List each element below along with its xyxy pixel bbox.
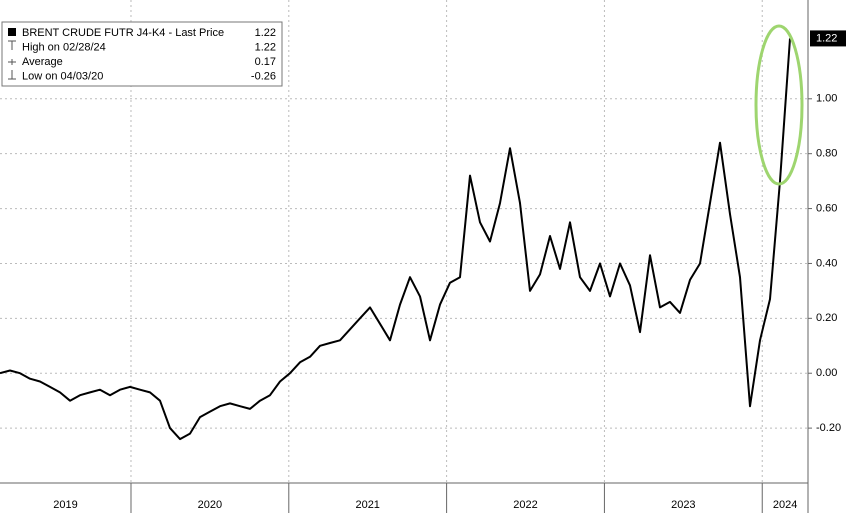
plot <box>0 38 791 441</box>
legend-icon <box>8 40 16 50</box>
x-tick-label: 2024 <box>773 499 797 511</box>
y-tick-label: -0.20 <box>816 422 841 434</box>
y-tick-label: 0.00 <box>816 367 837 379</box>
y-tick-label: 0.20 <box>816 312 837 324</box>
legend-value: 1.22 <box>255 27 276 39</box>
x-tick-label: 2023 <box>671 499 695 511</box>
legend-label: BRENT CRUDE FUTR J4-K4 - Last Price <box>22 27 224 39</box>
last-value-tag <box>810 30 846 47</box>
y-tick-label: 0.60 <box>816 202 837 214</box>
legend <box>1 21 283 87</box>
y-tick-label: 0.40 <box>816 257 837 269</box>
legend-label: High on 02/28/24 <box>22 41 106 53</box>
y-tick-label: 0.80 <box>816 148 837 160</box>
x-tick-label: 2020 <box>198 499 222 511</box>
x-tick-label: 2021 <box>355 499 379 511</box>
legend-label: Low on 04/03/20 <box>22 70 103 82</box>
legend-icon <box>8 70 16 80</box>
legend-label: Average <box>22 56 63 68</box>
y-tick-label: 1.00 <box>816 93 837 105</box>
last-value-label: 1.22 <box>816 32 837 44</box>
legend-value: 0.17 <box>255 56 276 68</box>
legend-box <box>1 21 283 87</box>
price-line <box>0 38 791 441</box>
x-tick-label: 2019 <box>53 499 77 511</box>
highlight-ellipse <box>754 24 804 186</box>
legend-icon <box>8 59 16 65</box>
legend-value: 1.22 <box>255 41 276 53</box>
x-tick-label: 2022 <box>513 499 537 511</box>
legend-icon <box>8 28 16 36</box>
legend-value: -0.26 <box>251 70 276 82</box>
